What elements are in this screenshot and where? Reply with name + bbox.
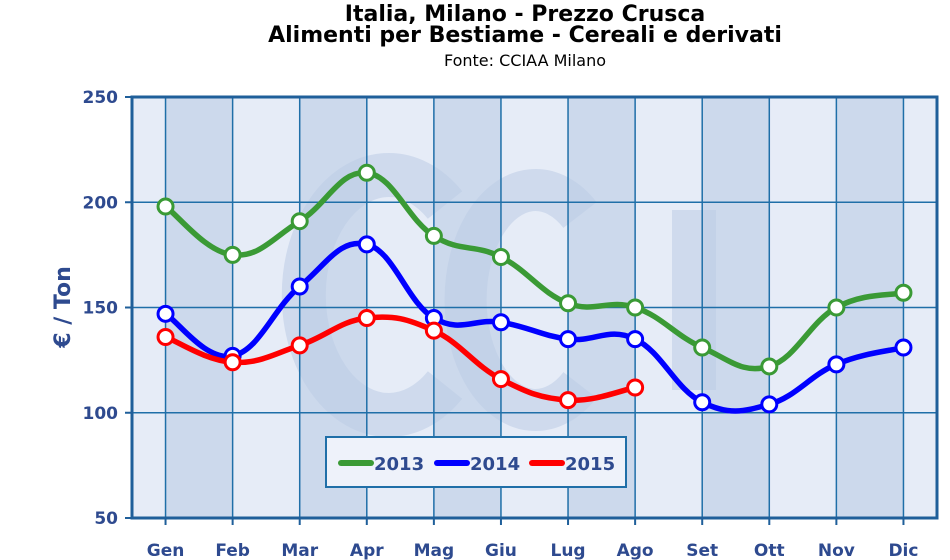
data-point-2014 — [290, 277, 309, 296]
data-point-2013 — [894, 283, 913, 302]
data-point-2013 — [156, 197, 175, 216]
x-tick-label: Ott — [754, 541, 785, 560]
data-point-2013 — [424, 226, 443, 245]
data-point-2015 — [156, 327, 175, 346]
x-tick-label: Lug — [550, 541, 585, 560]
x-tick-label: Gen — [147, 541, 185, 560]
legend-box — [325, 436, 627, 488]
legend-label-2014: 2014 — [470, 454, 520, 475]
data-point-2015 — [491, 370, 510, 389]
x-tick-label: Set — [686, 541, 718, 560]
data-point-2014 — [827, 355, 846, 374]
x-tick-label: Mar — [281, 541, 318, 560]
x-tick-label: Ago — [617, 541, 654, 560]
y-tick-label: 100 — [83, 404, 119, 424]
x-tick-label: Apr — [350, 541, 384, 560]
chart-source: Fonte: CCIAA Milano — [443, 51, 607, 70]
y-tick-label: 150 — [83, 299, 119, 319]
legend-label-2013: 2013 — [374, 454, 424, 475]
x-tick-label: Mag — [414, 541, 455, 560]
data-point-2014 — [760, 395, 779, 414]
data-point-2015 — [290, 336, 309, 355]
data-point-2013 — [357, 163, 376, 182]
x-tick-label: Nov — [818, 541, 855, 560]
data-point-2015 — [559, 391, 578, 410]
data-point-2014 — [626, 330, 645, 349]
data-point-2014 — [491, 313, 510, 332]
data-point-2015 — [357, 309, 376, 328]
data-point-2015 — [223, 353, 242, 372]
y-axis-label: € / Ton — [51, 266, 76, 349]
data-point-2014 — [693, 393, 712, 412]
y-tick-label: 50 — [94, 509, 118, 529]
data-point-2013 — [223, 245, 242, 264]
chart-subtitle: Alimenti per Bestiame - Cereali e deriva… — [268, 23, 782, 48]
data-point-2013 — [559, 294, 578, 313]
x-tick-label: Dic — [888, 541, 918, 560]
data-point-2014 — [156, 304, 175, 323]
x-tick-label: Giu — [485, 541, 517, 560]
data-point-2013 — [626, 298, 645, 317]
data-point-2015 — [424, 321, 443, 340]
y-tick-label: 250 — [83, 88, 119, 108]
watermark-logo — [281, 153, 716, 437]
data-point-2015 — [626, 378, 645, 397]
y-tick-label: 200 — [83, 193, 119, 213]
watermark-c1 — [281, 153, 463, 437]
data-point-2014 — [559, 330, 578, 349]
data-point-2014 — [894, 338, 913, 357]
chart-title: Italia, Milano - Prezzo Crusca — [344, 2, 706, 27]
x-tick-label: Feb — [215, 541, 250, 560]
watermark-c2 — [444, 169, 597, 431]
legend-label-2015: 2015 — [565, 454, 615, 475]
data-point-2013 — [693, 338, 712, 357]
data-point-2013 — [760, 357, 779, 376]
data-point-2013 — [290, 212, 309, 231]
watermark-i — [672, 210, 716, 390]
data-point-2013 — [827, 298, 846, 317]
data-point-2014 — [357, 235, 376, 254]
data-point-2013 — [491, 247, 510, 266]
